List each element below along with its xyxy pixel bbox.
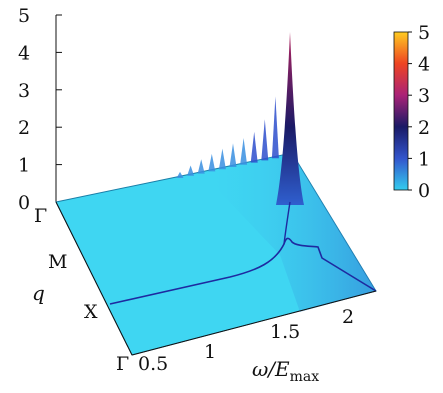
z-ticks: 0 1 2 3 4 5 xyxy=(18,5,62,214)
omega-axis-label: ω/Emax xyxy=(252,357,319,385)
colorbar-tick-label-4: 4 xyxy=(418,54,430,76)
omega-axis-label-sub: max xyxy=(290,369,320,385)
ridge-spike-5 xyxy=(229,143,237,167)
z-tick-label-5: 5 xyxy=(18,5,30,27)
z-tick-label-0: 0 xyxy=(18,192,30,214)
q-tick-gamma-0: Γ xyxy=(34,205,47,227)
z-tick-label-4: 4 xyxy=(18,42,30,64)
q-tick-x: X xyxy=(84,301,98,323)
ridge-spike-0 xyxy=(176,171,184,178)
colorbar-ticks: 0 1 2 3 4 5 xyxy=(408,22,430,202)
ridge-spike-1 xyxy=(187,165,195,176)
q-tick-m: M xyxy=(48,251,67,273)
omega-tick-0: 0.5 xyxy=(138,353,168,375)
z-tick-label-3: 3 xyxy=(18,80,30,102)
ridge-spike-9 xyxy=(271,96,279,159)
colorbar-tick-label-0: 0 xyxy=(418,180,430,202)
ridge-spike-2 xyxy=(197,159,205,174)
q-axis-edge xyxy=(55,201,133,356)
ridge-spike-6 xyxy=(240,138,248,165)
omega-tick-1: 1 xyxy=(204,341,216,363)
omega-tick-2: 1.5 xyxy=(270,321,300,343)
q-tick-gamma-3: Γ xyxy=(116,353,129,375)
ridge-spike-8 xyxy=(261,119,269,161)
colorbar-tick-label-2: 2 xyxy=(418,117,430,139)
colorbar-tick-label-1: 1 xyxy=(418,148,430,170)
ridge-spike-3 xyxy=(208,153,216,172)
ridge-spikes xyxy=(176,96,279,178)
q-axis-label: q xyxy=(32,281,45,305)
dispersion-curve xyxy=(109,237,377,305)
colorbar-tick-label-3: 3 xyxy=(418,85,430,107)
colorbar xyxy=(393,31,409,191)
z-tick-label-2: 2 xyxy=(18,117,30,139)
ridge-spike-7 xyxy=(250,131,258,163)
ridge-spike-4 xyxy=(218,148,226,170)
omega-tick-3: 2 xyxy=(342,306,354,328)
dispersion-branch xyxy=(283,201,291,245)
main-peak xyxy=(276,32,304,205)
omega-axis-edge xyxy=(131,290,377,356)
surface-shading xyxy=(200,153,376,312)
colorbar-tick-label-5: 5 xyxy=(418,22,430,44)
z-tick-label-1: 1 xyxy=(18,155,30,177)
omega-axis-label-main: ω/E xyxy=(252,357,290,381)
